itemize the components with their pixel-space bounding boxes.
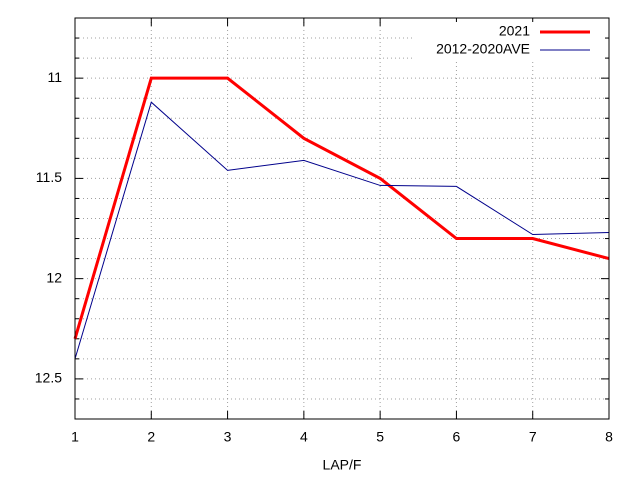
x-tick-label: 4 bbox=[300, 429, 308, 445]
x-tick-label: 1 bbox=[71, 429, 79, 445]
x-axis-label: LAP/F bbox=[323, 457, 362, 473]
series-line bbox=[73, 76, 610, 340]
y-tick-label: 11.5 bbox=[36, 169, 62, 185]
x-tick-label: 3 bbox=[224, 429, 232, 445]
y-tick-label: 12 bbox=[46, 269, 62, 285]
plot-frame bbox=[74, 17, 610, 420]
legend-label: 2021 bbox=[499, 23, 530, 39]
x-tick-label: 5 bbox=[376, 429, 384, 445]
x-tick-label: 8 bbox=[605, 429, 613, 445]
x-tick-label: 7 bbox=[529, 429, 537, 445]
legend-label: 2012-2020AVE bbox=[436, 41, 530, 57]
x-tick-label: 6 bbox=[453, 429, 461, 445]
y-tick-label: 12.5 bbox=[35, 370, 62, 386]
x-tick-label: 2 bbox=[147, 429, 155, 445]
series-line bbox=[74, 101, 610, 359]
legend-box bbox=[415, 22, 605, 60]
y-tick-label: 11 bbox=[47, 69, 62, 85]
